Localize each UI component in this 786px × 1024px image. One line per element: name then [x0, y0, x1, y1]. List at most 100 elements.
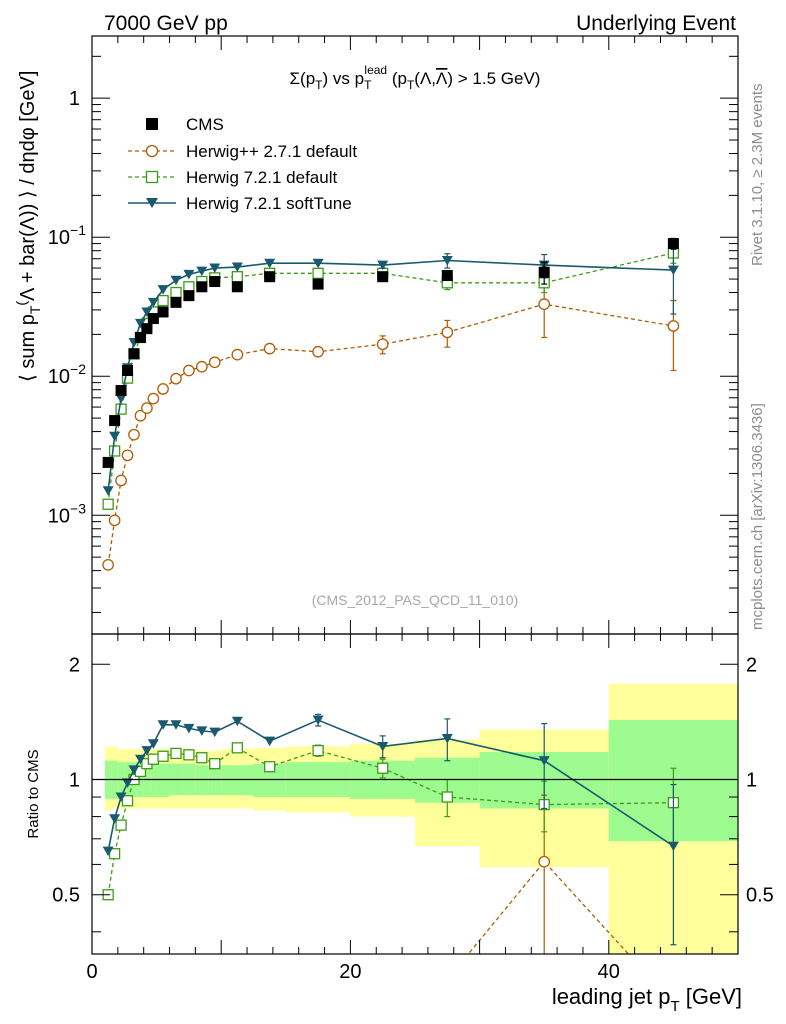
header-left: 7000 GeV pp	[104, 12, 228, 35]
main-point-cms-17	[441, 270, 453, 282]
ratio-point-softtune-8	[157, 720, 169, 730]
ratio-point-softtune-3	[122, 778, 134, 788]
main-point-cms-0	[102, 456, 114, 468]
main-point-softtune-9	[170, 275, 182, 286]
main-point-cms-12	[209, 276, 221, 288]
x-tick-labels: 0 20 40	[86, 961, 619, 983]
main-point-herwig721-15	[312, 267, 324, 279]
band-inner-2	[117, 762, 125, 799]
main-point-herwigpp-4	[128, 428, 140, 441]
ratio-point-herwig721-8	[157, 750, 169, 762]
main-point-softtune-10	[183, 269, 195, 280]
main-point-herwigpp-12	[208, 356, 221, 369]
ratio-tick-label-1: 1	[69, 770, 80, 792]
main-point-herwigpp-17	[441, 326, 454, 339]
main-series-cms	[102, 237, 679, 468]
legend-marker-herwig721	[145, 170, 159, 184]
main-point-herwigpp-13	[231, 348, 244, 361]
main-point-herwig721-9	[170, 286, 182, 299]
ratio-point-softtune-11	[196, 726, 208, 736]
ratio-point-herwig721-3	[121, 795, 134, 807]
main-point-softtune-12	[209, 263, 221, 274]
ratio-tick-label-right-2: 2	[746, 654, 757, 676]
main-point-herwigpp-8	[157, 383, 169, 395]
main-point-cms-4	[128, 348, 140, 360]
main-point-herwigpp-15	[312, 345, 324, 358]
main-point-herwigpp-6	[141, 402, 153, 414]
axis-ticks	[91, 36, 739, 954]
main-point-herwig721-2	[115, 403, 127, 415]
band-inner-13	[221, 765, 254, 796]
main-point-herwigpp-10	[183, 364, 195, 377]
ratio-point-softtune-15	[312, 715, 324, 726]
ratio-point-herwig721-14	[263, 761, 276, 773]
ratio-point-softtune-0	[102, 846, 114, 857]
main-point-cms-2	[115, 384, 127, 396]
main-point-cms-13	[231, 281, 243, 293]
ratio-point-herwig721-10	[183, 749, 195, 761]
main-point-herwigpp-19	[667, 320, 680, 332]
main-point-herwigpp-7	[147, 392, 160, 405]
main-point-softtune-6	[141, 307, 153, 317]
ratio-y-tick-labels: 2 1 0.5 2 1 0.5	[52, 654, 774, 906]
ratio-point-herwig721-7	[147, 753, 160, 765]
main-point-cms-9	[170, 296, 182, 308]
main-point-herwigpp-14	[263, 342, 276, 355]
ratio-tick-label-right-0.5: 0.5	[746, 885, 774, 907]
ratio-point-softtune-9	[170, 720, 182, 730]
ratio-point-softtune-4	[128, 765, 140, 775]
y-tick-label-1: 1	[69, 88, 80, 110]
main-point-cms-19	[667, 238, 679, 250]
ratio-plot-frame	[91, 633, 739, 955]
legend-marker-cms	[146, 118, 158, 130]
main-point-softtune-15	[312, 258, 324, 269]
main-point-herwigpp-5	[134, 409, 147, 422]
main-point-cms-5	[134, 331, 146, 343]
y-tick-label-1e-2: 10−2	[48, 361, 86, 388]
x-tick-label-20: 20	[339, 961, 361, 983]
band-inner-7	[150, 763, 157, 798]
header-right: Underlying Event	[576, 12, 736, 35]
ratio-y-axis-label: Ratio to CMS	[25, 749, 42, 838]
ratio-point-herwig721-9	[170, 747, 182, 760]
ratio-point-softtune-7	[147, 739, 159, 749]
legend-label-herwigpp: Herwig++ 2.7.1 default	[186, 142, 357, 161]
band-inner-11	[195, 765, 209, 796]
legend-label-herwig721: Herwig 7.2.1 default	[186, 168, 337, 187]
x-tick-label-0: 0	[86, 961, 97, 983]
plot-title: Σ(pT) vs pTlead (pT(Λ,Λ) > 1.5 GeV)	[290, 63, 541, 92]
main-point-herwigpp-0	[102, 559, 115, 571]
main-y-axis-label: ⟨ sum pT(Λ + bar(Λ)) ⟩ / dηdφ [GeV]	[13, 71, 43, 382]
main-point-herwigpp-18	[538, 298, 551, 311]
main-point-herwig721-13	[231, 271, 244, 283]
ratio-point-herwig721-12	[209, 758, 221, 770]
mcplots-label: mcplots.cern.ch [arXiv:1306.3436]	[749, 403, 766, 630]
ratio-point-herwig721-1	[108, 848, 121, 860]
ratio-point-softtune-5	[134, 754, 146, 765]
ratio-series-herwig721	[102, 742, 680, 901]
legend-entry-cms: CMS	[146, 115, 224, 134]
main-point-softtune-0	[102, 486, 114, 496]
main-point-cms-10	[183, 290, 195, 302]
ratio-tick-label-right-1: 1	[746, 770, 757, 792]
main-point-herwigpp-2	[115, 474, 127, 487]
main-point-softtune-2	[115, 394, 127, 404]
ratio-point-softtune-10	[183, 723, 195, 734]
ratio-point-herwigpp-1	[538, 855, 551, 868]
main-point-softtune-1	[109, 431, 121, 442]
main-line-herwigpp	[107, 303, 674, 565]
main-series-softtune	[102, 244, 679, 496]
legend: CMS Herwig++ 2.7.1 default Herwig 7.2.1 …	[128, 115, 357, 213]
main-point-softtune-14	[264, 258, 276, 269]
main-point-softtune-19	[667, 265, 679, 276]
main-point-herwigpp-1	[108, 514, 121, 527]
y-tick-label-1e-1: 10−1	[48, 222, 86, 249]
legend-marker-softtune	[146, 198, 158, 208]
main-point-cms-11	[196, 281, 208, 293]
main-point-herwigpp-9	[170, 372, 182, 385]
main-point-herwig721-1	[108, 445, 121, 457]
legend-entry-herwig721: Herwig 7.2.1 default	[128, 168, 337, 187]
ratio-point-herwig721-15	[312, 744, 324, 757]
ratio-tick-label-0.5: 0.5	[52, 885, 80, 907]
main-plot-series	[102, 237, 680, 571]
